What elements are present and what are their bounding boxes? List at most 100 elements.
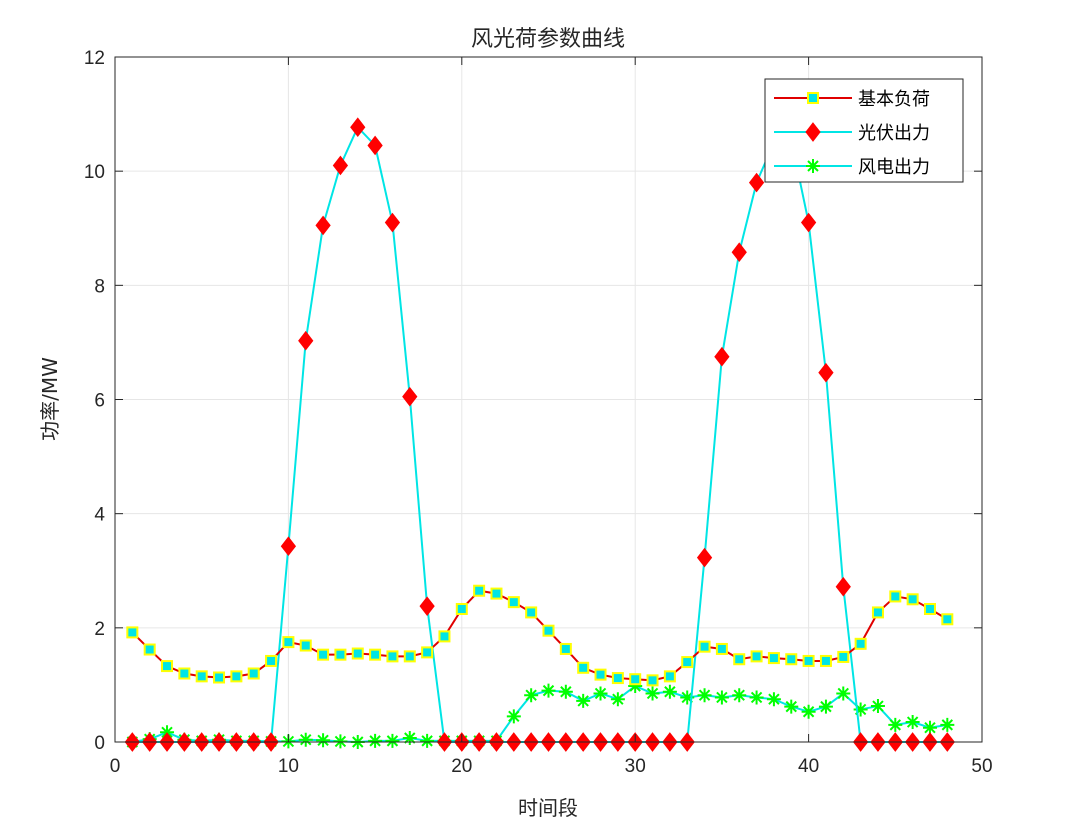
data-point	[785, 653, 798, 666]
x-tick-label: 30	[625, 756, 646, 777]
x-tick-label: 40	[798, 756, 819, 777]
data-point	[403, 650, 416, 663]
data-point	[143, 643, 156, 656]
data-point	[818, 699, 833, 714]
data-point	[594, 668, 607, 681]
data-point	[385, 733, 400, 748]
data-point	[698, 640, 711, 653]
data-point	[298, 330, 314, 351]
data-point	[610, 692, 625, 707]
data-point	[334, 648, 347, 661]
data-point	[542, 624, 555, 637]
data-point	[247, 667, 260, 680]
legend-marker	[805, 122, 821, 142]
data-point	[576, 693, 591, 708]
data-point	[490, 587, 503, 600]
data-point	[835, 576, 851, 597]
data-point	[558, 684, 573, 699]
y-tick-label: 6	[94, 391, 105, 412]
data-point	[265, 654, 278, 667]
data-point	[801, 704, 816, 719]
data-point	[645, 686, 660, 701]
data-point	[420, 733, 435, 748]
data-point	[126, 626, 139, 639]
x-tick-label: 50	[971, 756, 992, 777]
data-point	[351, 647, 364, 660]
y-tick-label: 10	[84, 162, 105, 183]
data-point	[870, 699, 885, 714]
data-point	[767, 652, 780, 665]
data-point	[369, 648, 382, 661]
x-tick-label: 20	[451, 756, 472, 777]
data-point	[784, 699, 799, 714]
y-tick-label: 4	[94, 505, 105, 526]
legend-marker	[806, 159, 820, 173]
data-point	[732, 688, 747, 703]
axes: 0 10 20 30 40 50 0 2 4 6 8 10 12	[84, 48, 993, 777]
data-point	[282, 636, 295, 649]
data-point	[350, 117, 366, 138]
data-point	[837, 650, 850, 663]
data-point	[871, 606, 884, 619]
data-point	[195, 670, 208, 683]
y-tick-label: 12	[84, 48, 105, 69]
data-point	[298, 732, 313, 747]
data-point	[941, 613, 954, 626]
data-point	[749, 690, 764, 705]
data-point	[889, 590, 902, 603]
data-point	[577, 661, 590, 674]
data-point	[628, 679, 643, 694]
data-point	[854, 637, 867, 650]
data-point	[663, 670, 676, 683]
data-point	[905, 715, 920, 730]
data-point	[506, 709, 521, 724]
series-line	[132, 125, 948, 743]
legend-box	[764, 78, 964, 183]
plot-series	[124, 117, 955, 752]
data-point	[402, 386, 418, 407]
data-point	[438, 630, 451, 643]
data-point	[923, 602, 936, 615]
data-point	[922, 720, 937, 735]
data-point	[315, 215, 331, 236]
data-point	[715, 642, 728, 655]
legend-label: 风电出力	[858, 157, 930, 178]
data-point	[714, 690, 729, 705]
data-point	[213, 671, 226, 684]
data-point	[507, 596, 520, 609]
series-square	[126, 584, 954, 687]
data-point	[802, 654, 815, 667]
x-tick-label: 10	[278, 756, 299, 777]
data-point	[316, 733, 331, 748]
data-point	[421, 646, 434, 659]
data-point	[593, 686, 608, 701]
data-point	[280, 536, 297, 557]
data-point	[333, 734, 348, 749]
data-point	[748, 172, 765, 193]
data-point	[662, 684, 677, 699]
legend-marker	[807, 92, 819, 104]
data-point	[332, 155, 349, 176]
legend-label: 基本负荷	[858, 89, 930, 110]
data-point	[455, 602, 468, 615]
data-point	[714, 346, 730, 367]
data-point	[680, 690, 695, 705]
data-point	[888, 717, 903, 732]
data-point	[733, 653, 746, 666]
data-point	[178, 667, 191, 680]
data-point	[611, 672, 624, 685]
data-point	[766, 692, 781, 707]
data-point	[524, 688, 539, 703]
y-tick-label: 8	[94, 276, 105, 297]
x-tick-label: 0	[110, 756, 121, 777]
data-point	[750, 650, 763, 663]
y-axis-label: 功率/MW	[38, 357, 62, 441]
data-point	[818, 362, 834, 383]
data-point	[940, 717, 955, 732]
data-point	[473, 584, 486, 597]
data-point	[317, 648, 330, 661]
data-point	[906, 593, 919, 606]
data-point	[161, 660, 174, 673]
